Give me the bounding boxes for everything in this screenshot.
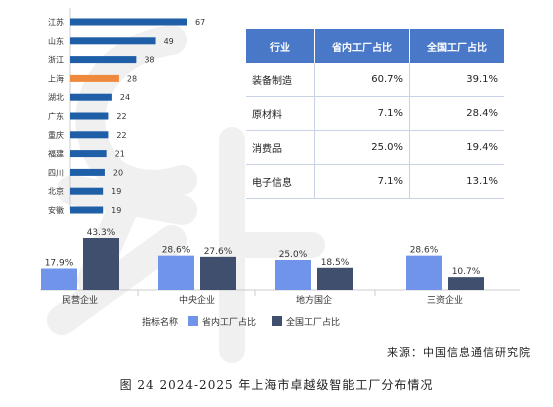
data-label: 28 [127, 74, 137, 83]
table-cell-industry: 原材料 [246, 96, 315, 131]
category-label: 北京 [48, 186, 64, 196]
category-label: 民营企业 [62, 294, 98, 306]
bar [406, 255, 442, 290]
bar [317, 267, 353, 290]
table-header-industry: 行业 [246, 29, 315, 63]
category-label: 江苏 [48, 17, 64, 27]
legend-swatch [188, 316, 198, 326]
category-label: 安徽 [48, 205, 64, 215]
enterprise-type-bar-chart: 17.9% 43.3% 民营企业 28.6% 27.6% 中央企业 25.0% 18.5% 地方… [40, 228, 520, 328]
data-label: 22 [116, 112, 126, 121]
data-label: 28.6% [410, 246, 439, 256]
table-cell-provincial: 25.0% [313, 130, 410, 165]
table-cell-industry: 装备制造 [246, 63, 315, 97]
bar [70, 56, 137, 64]
table-cell-provincial: 7.1% [313, 96, 410, 131]
bar [70, 93, 112, 101]
table-row: 装备制造 60.7% 39.1% [246, 63, 504, 97]
table-cell-national: 19.4% [409, 130, 504, 165]
table-row: 电子信息 7.1% 13.1% [246, 164, 504, 199]
data-label: 10.7% [452, 267, 481, 277]
table-header-provincial: 省内工厂占比 [314, 29, 411, 63]
data-label: 43.3% [87, 228, 116, 238]
industry-share-table: 行业 省内工厂占比 全国工厂占比 装备制造 60.7% 39.1% 原材料 7.… [246, 29, 504, 199]
category-label: 福建 [48, 149, 64, 159]
category-label: 四川 [48, 168, 64, 177]
table-cell-industry: 电子信息 [246, 164, 315, 199]
bar [41, 268, 77, 290]
category-label: 山东 [48, 36, 64, 46]
data-label: 24 [120, 93, 130, 102]
data-label: 22 [116, 131, 126, 140]
bar [70, 187, 104, 195]
data-label: 38 [144, 56, 154, 65]
category-label: 上海 [48, 73, 64, 83]
bar [83, 238, 119, 290]
bar [70, 168, 105, 176]
bar [448, 277, 484, 290]
province-bar-chart: 江苏 67 山东 49 浙江 38 上海 28 湖北 24 广东 22 重庆 22 福建 21 四川 20 北京 19… [48, 8, 205, 215]
data-label: 20 [113, 168, 123, 177]
category-label: 湖北 [48, 93, 64, 102]
data-label: 19 [111, 206, 121, 215]
data-label: 27.6% [204, 247, 233, 257]
category-label: 重庆 [48, 130, 64, 140]
data-label: 49 [164, 37, 174, 46]
legend-swatch [272, 316, 282, 326]
table-header-national: 全国工厂占比 [409, 29, 504, 63]
source-note: 来源：中国信息通信研究院 [387, 346, 531, 359]
bar [70, 150, 107, 158]
data-label: 28.6% [162, 246, 191, 256]
legend-title: 指标名称 [142, 316, 178, 328]
table-cell-national: 39.1% [409, 63, 504, 97]
data-label: 18.5% [321, 258, 350, 268]
bar [275, 259, 311, 290]
table-row: 消费品 25.0% 19.4% [246, 130, 504, 165]
table-cell-industry: 消费品 [246, 130, 315, 165]
table-cell-provincial: 60.7% [313, 63, 410, 97]
legend-label: 全国工厂占比 [286, 316, 340, 328]
bar [70, 74, 119, 82]
bar [200, 256, 236, 290]
data-label: 67 [195, 18, 205, 27]
table-cell-national: 28.4% [409, 96, 504, 131]
table-cell-national: 13.1% [409, 164, 504, 199]
bar [158, 255, 194, 290]
category-label: 浙江 [48, 55, 64, 65]
category-label: 地方国企 [296, 294, 332, 306]
bar [70, 131, 109, 139]
table-header-row: 行业 省内工厂占比 全国工厂占比 [246, 29, 504, 63]
data-label: 21 [115, 150, 125, 159]
table-row: 原材料 7.1% 28.4% [246, 96, 504, 131]
legend-label: 省内工厂占比 [202, 316, 256, 328]
data-label: 25.0% [279, 250, 308, 260]
category-label: 中央企业 [179, 294, 215, 306]
figure-caption: 图 24 2024-2025 年上海市卓越级智能工厂分布情况 [119, 378, 434, 392]
bar [70, 37, 156, 45]
category-label: 三资企业 [427, 294, 463, 306]
bar [70, 112, 109, 120]
data-label: 19 [111, 187, 121, 196]
bar [70, 206, 104, 214]
category-label: 广东 [48, 111, 64, 121]
bar [70, 18, 187, 26]
table-cell-provincial: 7.1% [313, 164, 410, 199]
data-label: 17.9% [45, 259, 74, 269]
